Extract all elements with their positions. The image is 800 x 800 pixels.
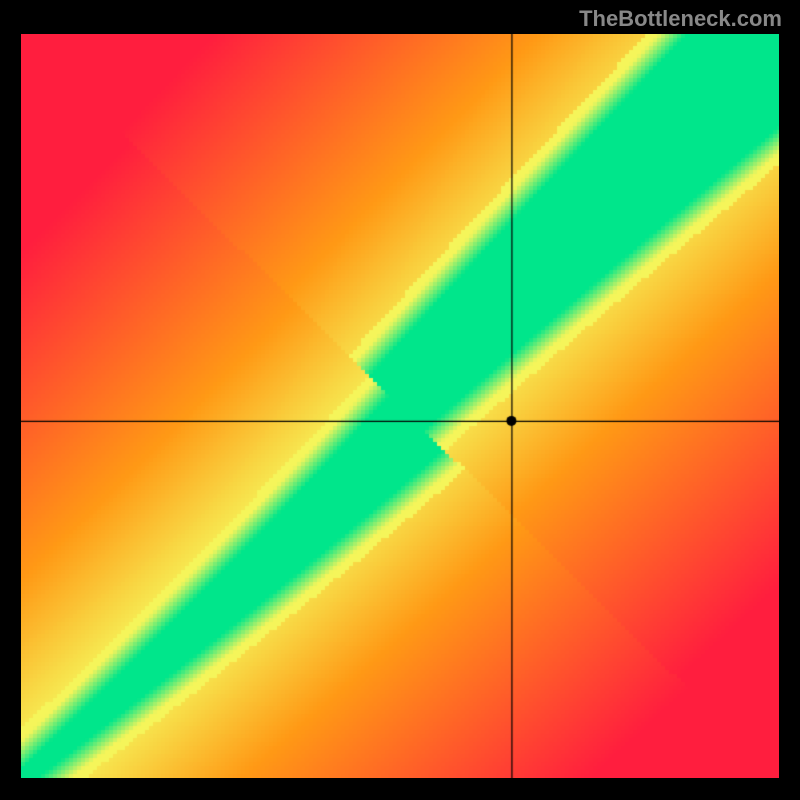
watermark-text: TheBottleneck.com — [579, 6, 782, 32]
bottleneck-heatmap — [21, 34, 779, 778]
heatmap-canvas — [21, 34, 779, 778]
